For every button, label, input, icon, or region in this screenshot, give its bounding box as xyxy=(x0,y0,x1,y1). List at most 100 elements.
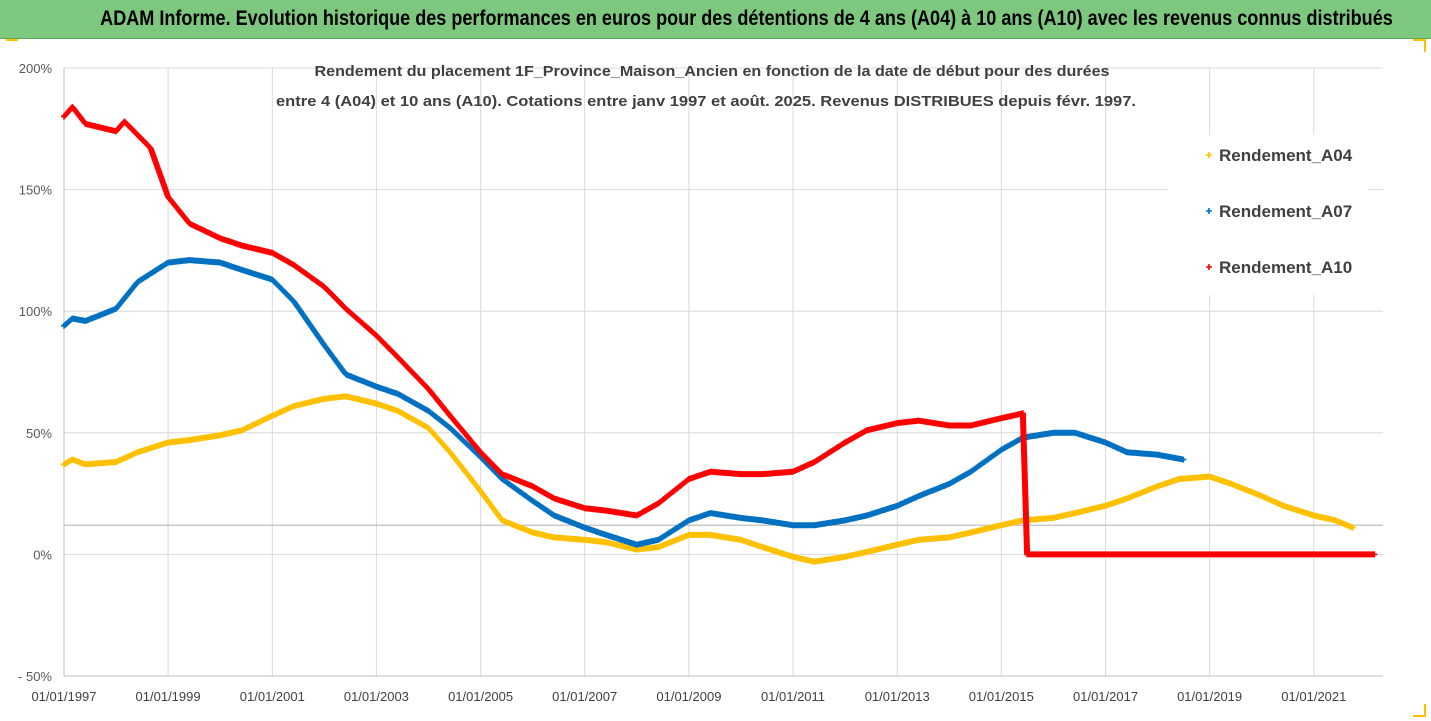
data-point xyxy=(240,244,243,247)
data-point xyxy=(136,451,139,454)
data-point xyxy=(605,541,608,544)
data-point xyxy=(791,524,795,527)
data-point xyxy=(218,261,222,264)
data-point xyxy=(114,460,118,464)
data-point xyxy=(427,387,430,391)
data-point xyxy=(292,263,296,267)
data-point xyxy=(865,514,868,517)
data-point xyxy=(136,280,139,284)
data-point xyxy=(1104,441,1107,444)
data-point xyxy=(761,519,764,522)
title-banner: ADAM Informe. Evolution historique des p… xyxy=(0,0,1431,39)
y-tick-label: - 50% xyxy=(18,669,52,684)
data-point xyxy=(1125,553,1129,556)
data-point xyxy=(1229,482,1233,486)
data-point xyxy=(843,519,847,522)
data-point xyxy=(271,251,274,255)
data-point xyxy=(1351,526,1354,529)
data-point xyxy=(583,506,586,510)
data-point xyxy=(1000,417,1003,420)
data-point xyxy=(531,485,534,488)
data-point xyxy=(865,550,868,554)
data-point xyxy=(709,470,712,473)
data-point xyxy=(865,429,868,432)
data-point xyxy=(344,373,348,376)
series-layer xyxy=(61,103,1378,565)
data-point xyxy=(500,477,504,481)
data-point xyxy=(323,285,326,289)
data-point xyxy=(1073,431,1077,434)
data-point xyxy=(917,538,920,542)
series-Rendement_A04 xyxy=(61,393,1356,565)
data-point xyxy=(500,472,504,476)
legend: Rendement_A04 Rendement_A07 Rendement_A10 xyxy=(1168,135,1368,295)
data-point xyxy=(1073,553,1077,556)
data-point xyxy=(896,543,899,546)
data-point xyxy=(1373,553,1376,556)
y-axis-ticks: 200% 150% 100% 50% 0% - 50% xyxy=(18,61,52,684)
data-point xyxy=(1260,494,1263,498)
data-point xyxy=(1282,504,1285,507)
data-point xyxy=(843,555,847,559)
data-point xyxy=(969,470,973,473)
data-point xyxy=(552,497,556,500)
data-point xyxy=(149,147,152,150)
data-point xyxy=(531,531,534,534)
data-point xyxy=(396,392,400,396)
data-point xyxy=(739,516,743,520)
x-tick-label: 01/01/1999 xyxy=(136,689,201,704)
data-point xyxy=(427,409,430,413)
legend-item: Rendement_A04 xyxy=(1206,146,1353,165)
data-point xyxy=(969,424,973,427)
data-point xyxy=(84,122,87,126)
data-point xyxy=(323,397,326,400)
x-tick-label: 01/01/2003 xyxy=(344,689,409,704)
data-point xyxy=(448,451,452,454)
data-point xyxy=(396,409,400,413)
corner-marks xyxy=(6,39,1426,717)
y-tick-label: 0% xyxy=(33,547,52,562)
data-point xyxy=(709,533,712,537)
data-point xyxy=(479,489,482,493)
x-axis-ticks: 01/01/1997 01/01/1999 01/01/2001 01/01/2003… xyxy=(31,689,1346,704)
data-point xyxy=(1000,448,1003,452)
data-point xyxy=(687,533,691,537)
legend-box xyxy=(1168,135,1368,295)
legend-label: Rendement_A04 xyxy=(1219,146,1353,165)
data-point xyxy=(166,261,170,264)
chart-title-line1: Rendement du placement 1F_Province_Maiso… xyxy=(315,63,1110,80)
data-point xyxy=(635,514,638,517)
x-tick-label: 01/01/2019 xyxy=(1177,689,1242,704)
data-point xyxy=(948,536,951,539)
data-point xyxy=(271,278,274,281)
data-point xyxy=(71,105,74,109)
data-point xyxy=(62,324,66,327)
x-tick-label: 01/01/2013 xyxy=(865,689,930,704)
data-point xyxy=(657,538,660,542)
data-point xyxy=(188,438,191,442)
data-point xyxy=(552,536,556,539)
data-point xyxy=(166,441,170,444)
data-point xyxy=(292,300,296,303)
data-point xyxy=(1125,451,1129,454)
x-tick-label: 01/01/2021 xyxy=(1281,689,1346,704)
data-point xyxy=(84,463,87,466)
data-point xyxy=(739,472,743,476)
data-point xyxy=(1312,514,1316,517)
data-point xyxy=(583,538,586,542)
data-point xyxy=(709,511,712,515)
data-point xyxy=(1282,553,1285,556)
banner-title: ADAM Informe. Evolution historique des p… xyxy=(100,7,1393,30)
data-point xyxy=(218,434,222,437)
data-point xyxy=(896,504,899,507)
y-tick-label: 50% xyxy=(26,426,52,441)
data-point xyxy=(62,115,66,118)
data-point xyxy=(1025,553,1029,556)
data-point xyxy=(657,545,660,549)
data-point xyxy=(71,317,74,320)
series-markers xyxy=(61,393,1356,565)
data-point xyxy=(917,494,920,498)
legend-item: Rendement_A10 xyxy=(1206,258,1352,277)
